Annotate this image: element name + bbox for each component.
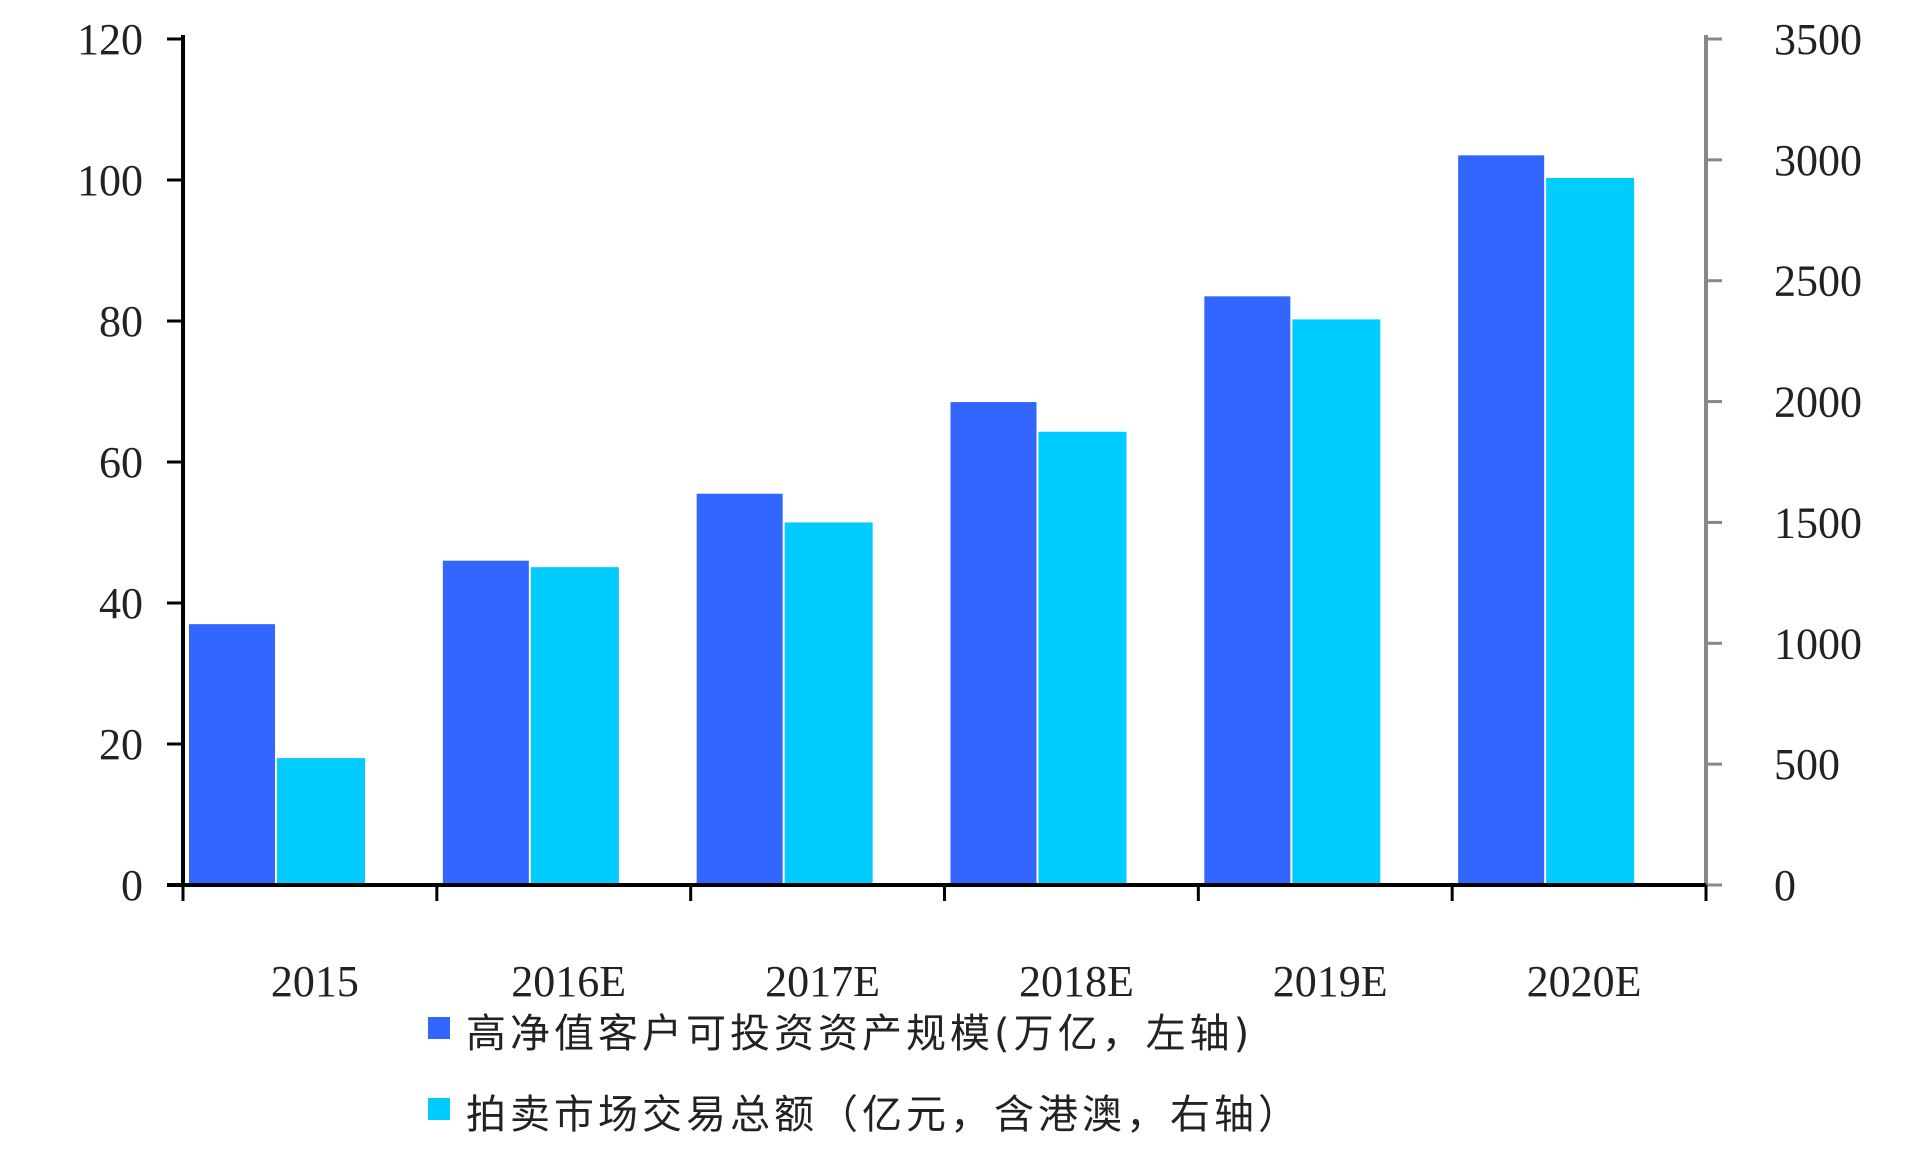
bar-auction-volume-2017e — [784, 522, 873, 885]
y-right-tick-label: 1500 — [1774, 498, 1862, 547]
bar-hnw-assets-2019e — [1204, 296, 1291, 885]
y-left-tick-label: 100 — [77, 156, 143, 205]
y-left-tick-label: 0 — [121, 861, 143, 910]
bar-auction-volume-2015 — [277, 758, 365, 885]
y-left-tick-label: 20 — [99, 720, 143, 769]
y-right-tick-label: 3500 — [1774, 15, 1862, 64]
legend-label: 高净值客户可投资资产规模(万亿，左轴) — [466, 1011, 1253, 1057]
y-left-tick-label: 80 — [99, 297, 143, 346]
axes-group — [167, 35, 1722, 901]
legend-label: 拍卖市场交易总额（亿元，含港澳，右轴） — [466, 1092, 1302, 1138]
bar-auction-volume-2019e — [1292, 319, 1381, 886]
y-right-tick-label: 0 — [1774, 861, 1796, 910]
x-category-label: 2016E — [511, 957, 626, 1006]
labels-group: 0 20 40 60 80 100 120 0 500 1000 1500 2000 2500 3000 3… — [77, 15, 1862, 1006]
y-left-tick-label: 40 — [99, 579, 143, 628]
legend: 高净值客户可投资资产规模(万亿，左轴) 拍卖市场交易总额（亿元，含港澳，右轴） — [428, 1011, 1302, 1138]
bar-auction-volume-2020e — [1546, 177, 1635, 885]
y-right-tick-label: 3000 — [1774, 136, 1862, 185]
bar-hnw-assets-2018e — [950, 402, 1037, 885]
y-right-tick-label: 2500 — [1774, 257, 1862, 306]
legend-swatch — [428, 1098, 450, 1120]
y-left-tick-label: 120 — [77, 15, 143, 64]
bar-hnw-assets-2020e — [1458, 155, 1545, 885]
y-right-tick-label: 2000 — [1774, 378, 1862, 427]
bar-hnw-assets-2017e — [696, 493, 783, 885]
y-left-tick-label: 60 — [99, 438, 143, 487]
y-right-tick-label: 500 — [1774, 740, 1840, 789]
bars-group — [189, 155, 1635, 886]
bar-hnw-assets-2015 — [189, 624, 275, 885]
y-right-tick-label: 1000 — [1774, 619, 1862, 668]
bar-auction-volume-2016e — [530, 567, 619, 885]
bar-auction-volume-2018e — [1038, 431, 1127, 885]
x-category-label: 2017E — [765, 957, 880, 1006]
x-category-label: 2020E — [1527, 957, 1642, 1006]
legend-swatch — [428, 1017, 450, 1039]
x-category-label: 2019E — [1273, 957, 1388, 1006]
bar-hnw-assets-2016e — [442, 560, 529, 885]
x-category-label: 2018E — [1019, 957, 1134, 1006]
x-category-label: 2015 — [271, 957, 359, 1006]
